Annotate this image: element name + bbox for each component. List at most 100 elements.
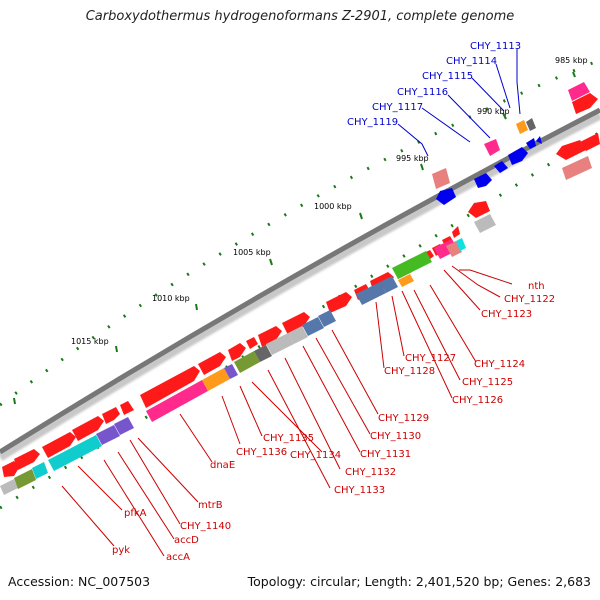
gene-box: [380, 276, 398, 293]
gene-label[interactable]: CHY_1136: [236, 447, 287, 458]
gene-box: [266, 333, 294, 355]
gene-box: [392, 251, 432, 279]
gene-label[interactable]: CHY_1124: [474, 359, 525, 370]
gene-arrow: [14, 449, 40, 470]
gene-label[interactable]: pfkA: [124, 508, 147, 519]
gene-box: [146, 380, 208, 422]
gene-arrow: [484, 139, 500, 156]
gene-arrow: [258, 326, 282, 347]
gene-label[interactable]: CHY_1134: [290, 450, 341, 461]
gene-arrow: [102, 407, 120, 424]
tick-dots-outer: [0, 58, 600, 407]
gene-box: [318, 310, 336, 327]
gene-label[interactable]: CHY_1123: [481, 309, 532, 320]
gene-box: [562, 156, 592, 180]
gene-label[interactable]: CHY_1113: [470, 41, 521, 52]
gene-label[interactable]: accA: [166, 552, 190, 563]
gene-box: [14, 469, 36, 489]
gene-box: [474, 214, 496, 233]
gene-arrow: [228, 343, 246, 361]
gene-box: [96, 425, 120, 445]
gene-arrow: [198, 352, 226, 375]
reverse-strand-genes: [0, 133, 600, 495]
gene-label[interactable]: CHY_1132: [345, 467, 396, 478]
gene-label[interactable]: CHY_1128: [384, 366, 435, 377]
gene-arrow: [282, 312, 310, 335]
gene-arrow: [572, 93, 598, 114]
gene-arrow-reverse: [556, 140, 586, 160]
gene-box: [0, 479, 18, 495]
gene-box: [202, 368, 230, 391]
backbone-shadow: [0, 111, 600, 461]
kbp-label: 1000 kbp: [314, 202, 352, 211]
gene-box: [114, 417, 134, 435]
gene-label[interactable]: CHY_1122: [504, 294, 555, 305]
gene-label[interactable]: CHY_1114: [446, 56, 497, 67]
gene-label[interactable]: CHY_1119: [347, 117, 398, 128]
gene-label[interactable]: CHY_1125: [462, 377, 513, 388]
gene-box: [456, 238, 466, 251]
gene-box: [224, 364, 238, 379]
gene-label[interactable]: pyk: [112, 545, 130, 556]
gene-arrow: [494, 161, 508, 173]
map-title: Carboxydothermus hydrogenoformans Z-2901…: [85, 9, 515, 24]
gene-labels-top: CHY_1113 CHY_1114 CHY_1115 CHY_1116 CHY_…: [347, 41, 521, 128]
gene-label[interactable]: CHY_1130: [370, 431, 421, 442]
kbp-label: 1015 kbp: [71, 337, 109, 346]
gene-label[interactable]: nth: [528, 281, 545, 292]
gene-arrow-reverse: [436, 188, 456, 205]
gene-label[interactable]: CHY_1126: [452, 395, 503, 406]
gene-label[interactable]: CHY_1131: [360, 449, 411, 460]
gene-arrow: [42, 432, 76, 458]
gene-box: [302, 317, 324, 336]
gene-arrow: [516, 120, 528, 134]
gene-label[interactable]: mtrB: [198, 500, 223, 511]
gene-label[interactable]: CHY_1127: [405, 353, 456, 364]
gene-label[interactable]: CHY_1116: [397, 87, 448, 98]
gene-arrow: [526, 138, 536, 149]
gene-arrow-reverse: [580, 133, 600, 151]
gene-label[interactable]: accD: [174, 535, 199, 546]
gene-arrow: [72, 416, 104, 441]
gene-box: [432, 168, 450, 189]
kbp-label: 990 kbp: [477, 107, 510, 116]
gene-label[interactable]: CHY_1129: [378, 413, 429, 424]
gene-label[interactable]: CHY_1140: [180, 521, 231, 532]
gene-arrow: [140, 366, 200, 408]
gene-arrow: [246, 337, 258, 349]
gene-arrow: [326, 292, 352, 313]
kbp-label: 1005 kbp: [233, 248, 271, 257]
gene-box: [288, 326, 308, 344]
kbp-label: 1010 kbp: [152, 294, 190, 303]
gene-arrow: [508, 147, 528, 165]
gene-arrow: [474, 173, 492, 188]
gene-label[interactable]: dnaE: [210, 460, 235, 471]
gene-arrow: [536, 136, 542, 144]
kbp-labels: 985 kbp 990 kbp 995 kbp 1000 kbp 1005 kb…: [71, 56, 588, 346]
kbp-label: 985 kbp: [555, 56, 588, 65]
gene-box: [32, 462, 48, 479]
gene-label[interactable]: CHY_1117: [372, 102, 423, 113]
gene-label[interactable]: CHY_1133: [334, 485, 385, 496]
gene-label[interactable]: CHY_1115: [422, 71, 473, 82]
kbp-tick-marks: [13, 71, 576, 405]
kbp-label: 995 kbp: [396, 154, 429, 163]
accession-label: Accession: NC_007503: [8, 574, 151, 589]
label-leader-lines: [61, 49, 521, 557]
gene-box: [48, 435, 102, 471]
gene-box: [234, 351, 260, 373]
genome-summary-label: Topology: circular; Length: 2,401,520 bp…: [247, 574, 591, 589]
gene-label[interactable]: CHY_1135: [263, 433, 314, 444]
gene-arrow: [526, 118, 536, 131]
gene-arrow: [568, 82, 590, 101]
gene-box: [356, 282, 386, 305]
gene-arrow: [452, 226, 460, 238]
gene-arrow-reverse: [468, 201, 490, 218]
gene-box: [398, 274, 414, 287]
gene-box: [254, 345, 272, 362]
gene-labels-bottom: nth CHY_1122 CHY_1123 CHY_1124 CHY_1125 …: [112, 281, 555, 563]
gene-arrow: [2, 461, 20, 477]
gene-arrow: [120, 401, 134, 415]
